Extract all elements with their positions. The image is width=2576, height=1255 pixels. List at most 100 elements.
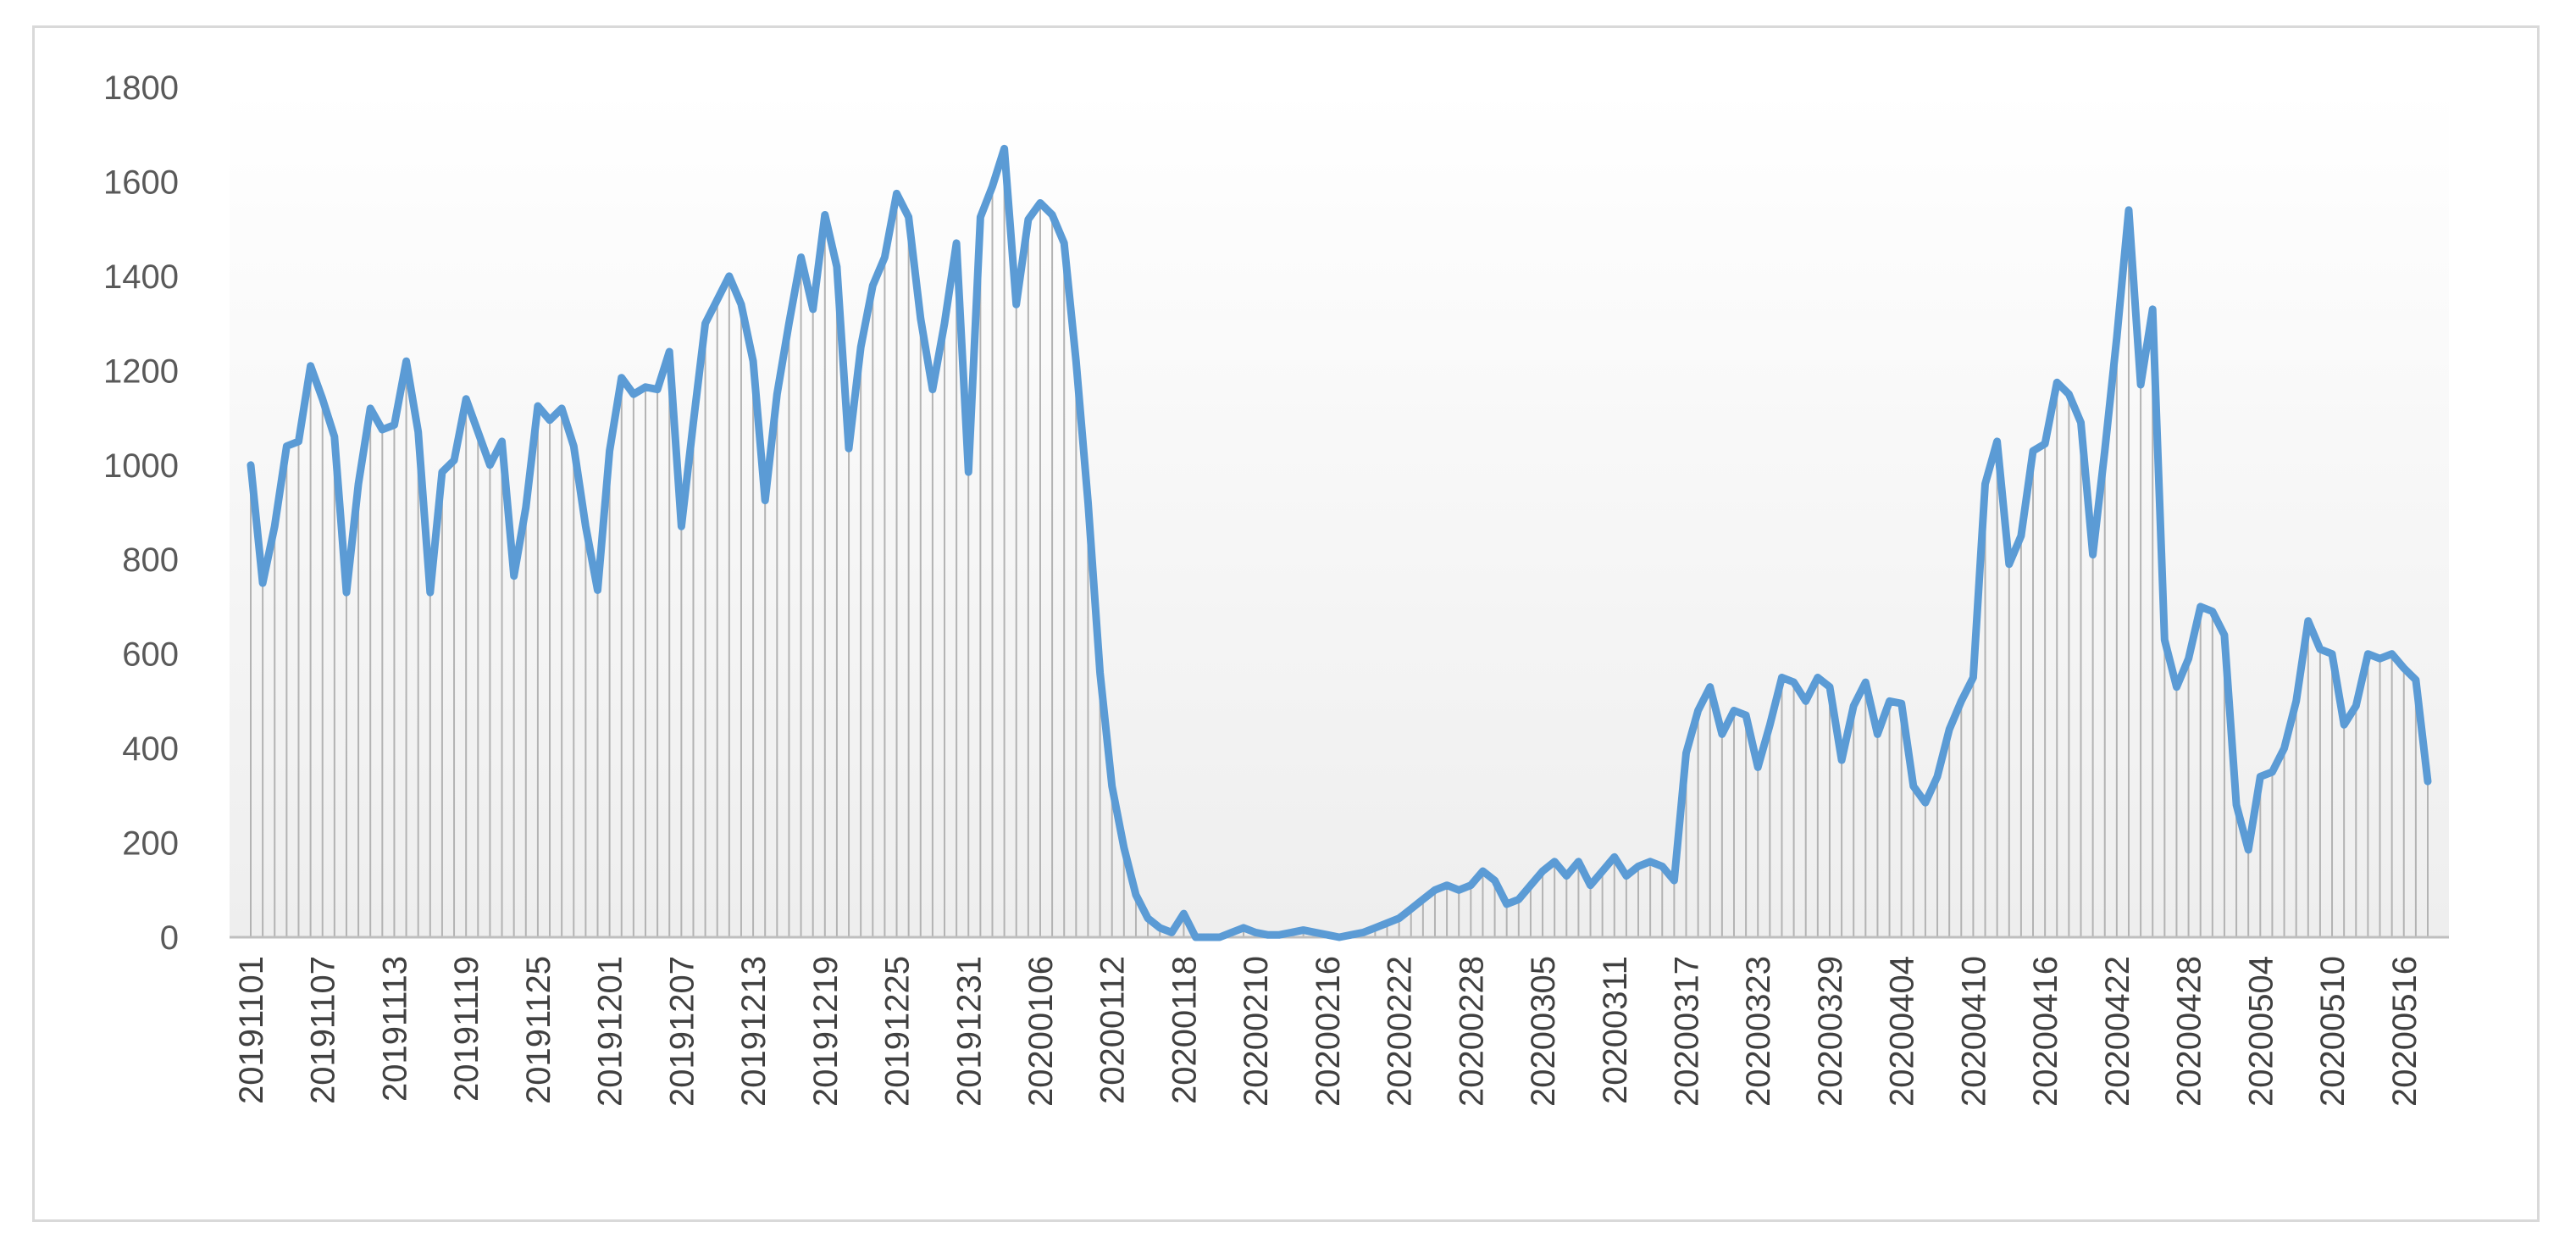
data-point xyxy=(1074,359,1077,363)
y-tick-label: 1200 xyxy=(103,353,179,390)
data-point xyxy=(990,185,994,188)
data-point xyxy=(1266,933,1269,936)
y-tick-label: 200 xyxy=(122,825,179,863)
x-tick-label: 20200516 xyxy=(2386,956,2424,1107)
data-point xyxy=(1433,888,1437,891)
data-point xyxy=(464,397,468,401)
data-point xyxy=(691,421,695,425)
data-point xyxy=(1947,728,1951,731)
data-point xyxy=(2414,678,2418,681)
data-point xyxy=(812,308,815,311)
data-point xyxy=(1206,936,1210,939)
x-tick-label: 20191113 xyxy=(376,956,413,1102)
data-point xyxy=(2031,449,2035,453)
x-tick-label: 20200311 xyxy=(1597,956,1634,1104)
data-point xyxy=(2174,686,2178,689)
data-point xyxy=(501,440,504,443)
data-point xyxy=(584,525,587,528)
data-point xyxy=(2342,723,2346,726)
x-tick-label: 20191207 xyxy=(663,956,701,1107)
data-point xyxy=(392,423,396,426)
data-point xyxy=(1182,912,1185,915)
data-point xyxy=(1792,680,1796,684)
data-point xyxy=(679,525,683,528)
x-tick-label: 20191107 xyxy=(305,956,342,1104)
x-tick-label: 20200428 xyxy=(2171,956,2208,1107)
data-point xyxy=(2426,780,2429,783)
data-point xyxy=(345,591,348,594)
data-point xyxy=(1888,699,1892,702)
data-point xyxy=(1756,765,1759,769)
data-point xyxy=(1314,930,1317,934)
x-tick-label: 20191225 xyxy=(879,956,917,1107)
x-tick-label: 20191213 xyxy=(735,956,773,1107)
data-point xyxy=(1780,676,1783,680)
data-point xyxy=(2091,553,2095,557)
data-point xyxy=(572,444,575,447)
y-tick-label: 1600 xyxy=(103,164,179,201)
data-point xyxy=(1039,202,1042,205)
x-tick-label: 20191101 xyxy=(233,956,270,1104)
data-point xyxy=(1732,709,1736,713)
data-point xyxy=(1637,864,1640,868)
data-point xyxy=(1218,936,1222,939)
data-point xyxy=(775,392,778,396)
data-point xyxy=(1816,676,1820,680)
x-axis-ticks: 20191101 20191107 20191113 20191119 20191125… xyxy=(233,956,2424,1107)
data-point xyxy=(1027,218,1030,221)
data-point xyxy=(333,435,336,438)
data-point xyxy=(488,464,491,467)
x-tick-label: 20191125 xyxy=(520,956,557,1104)
x-tick-label: 20191231 xyxy=(950,956,988,1107)
data-point xyxy=(883,256,886,259)
y-tick-label: 1000 xyxy=(103,447,179,485)
data-point xyxy=(1601,869,1604,873)
data-point xyxy=(955,242,958,245)
y-tick-label: 0 xyxy=(160,919,179,957)
y-tick-label: 1800 xyxy=(103,69,179,107)
data-point xyxy=(452,458,456,462)
data-point xyxy=(2283,747,2286,750)
data-point xyxy=(608,449,612,453)
data-point xyxy=(2139,383,2142,386)
data-point xyxy=(1672,879,1676,882)
data-point xyxy=(1648,860,1652,864)
data-point xyxy=(1481,869,1484,873)
data-point xyxy=(2390,652,2394,656)
data-point xyxy=(1924,801,1927,804)
data-point xyxy=(2067,392,2070,396)
data-point xyxy=(405,359,408,363)
data-point xyxy=(1936,775,1939,779)
data-point xyxy=(1099,671,1102,675)
x-tick-label: 20191201 xyxy=(592,956,629,1107)
x-tick-label: 20200106 xyxy=(1022,956,1060,1107)
data-point xyxy=(1685,752,1688,755)
data-point xyxy=(2211,610,2214,614)
data-point xyxy=(1971,676,1975,680)
data-point xyxy=(668,350,671,353)
data-point xyxy=(1505,902,1509,906)
data-point xyxy=(2079,421,2082,425)
data-point xyxy=(2008,563,2011,566)
data-point xyxy=(1457,888,1460,891)
data-point xyxy=(847,447,850,450)
data-point xyxy=(2246,848,2250,852)
data-point xyxy=(1338,936,1341,939)
data-point xyxy=(380,428,384,431)
data-point xyxy=(2187,657,2191,660)
data-point xyxy=(2318,647,2322,651)
data-point xyxy=(1302,929,1305,932)
data-point xyxy=(787,322,790,325)
data-point xyxy=(1840,758,1843,762)
data-point xyxy=(1720,732,1724,736)
data-point xyxy=(1875,732,1879,736)
data-point xyxy=(1410,908,1413,911)
data-point xyxy=(2055,380,2058,384)
data-point xyxy=(1122,846,1126,849)
data-point xyxy=(1959,699,1963,702)
line-chart: 0 200 400 600 800 1000 1200 1400 1600 1800 201911… xyxy=(103,69,2449,1107)
data-point xyxy=(1804,699,1808,702)
data-point xyxy=(632,392,635,396)
data-point xyxy=(2151,308,2154,311)
x-tick-label: 20200118 xyxy=(1166,956,1203,1104)
